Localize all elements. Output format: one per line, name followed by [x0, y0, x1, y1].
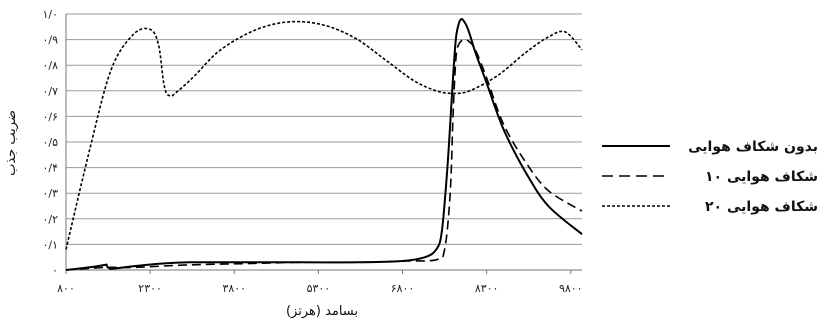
x-tick-label: ۲۳۰۰ [138, 282, 162, 295]
legend-item-1: بدون شکاف هوایی [602, 139, 818, 155]
y-tick-label: ۰ [52, 264, 58, 277]
y-tick-label: ۰/۷ [42, 85, 58, 98]
legend-label: شکاف هوایی ۲۰ [705, 199, 818, 215]
legend: بدون شکاف هوایی شکاف هوایی ۱۰ شکاف هوایی ۲… [602, 139, 818, 215]
x-tick-label: ۹۸۰۰ [559, 282, 583, 295]
y-tick-label: ۰/۹ [42, 34, 58, 47]
grid-lines [66, 13, 582, 245]
y-tick-label: ۰/۳ [42, 187, 58, 200]
x-axis-title: بسامد (هرتز) [286, 304, 358, 319]
tick-labels: ۰ ۰/۱ ۰/۲ ۰/۳ ۰/۴ ۰/۵ ۰/۶ ۰/۷ ۰/۸ ۰/۹ ۱/۰ ۸۰۰ ۲۳۰۰ ۳۸… [42, 8, 582, 295]
x-tick-label: ۳۸۰۰ [222, 282, 246, 295]
y-tick-label: ۰/۶ [42, 110, 58, 123]
legend-item-2: شکاف هوایی ۱۰ [602, 169, 818, 185]
y-tick-label: ۰/۲ [42, 213, 58, 226]
axes [65, 14, 582, 274]
x-tick-label: ۵۳۰۰ [307, 282, 331, 295]
y-axis-title: ضریب جذب [4, 110, 19, 176]
y-tick-label: ۰/۱ [42, 238, 58, 251]
legend-label: بدون شکاف هوایی [688, 139, 818, 155]
x-tick-label: ۸۳۰۰ [475, 282, 499, 295]
series-line-3 [65, 20, 583, 250]
y-tick-label: ۰/۴ [42, 162, 58, 175]
legend-label: شکاف هوایی ۱۰ [705, 169, 818, 185]
series-line-2 [65, 38, 583, 271]
y-tick-label: ۰/۸ [42, 59, 58, 72]
x-tick-label: ۸۰۰ [57, 282, 75, 295]
legend-item-3: شکاف هوایی ۲۰ [602, 199, 818, 215]
x-tick-label: ۶۸۰۰ [391, 282, 415, 295]
series-line-1 [65, 18, 583, 271]
y-tick-label: ۰/۵ [42, 136, 58, 149]
y-tick-label: ۱/۰ [42, 8, 58, 21]
series-lines [65, 18, 583, 271]
